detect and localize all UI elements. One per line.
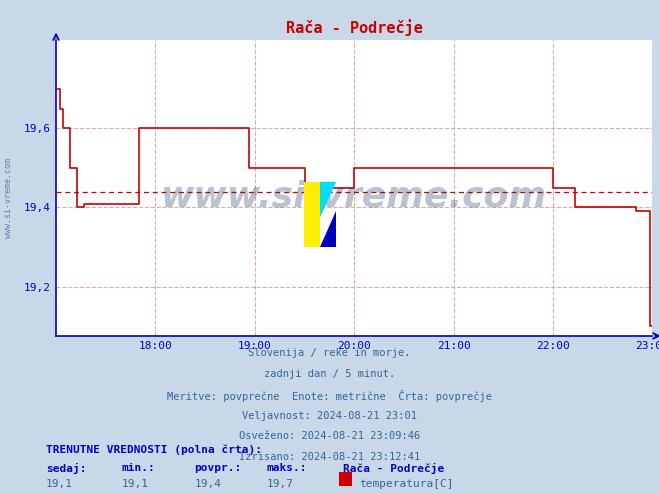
Polygon shape [320,182,336,218]
Text: TRENUTNE VREDNOSTI (polna črta):: TRENUTNE VREDNOSTI (polna črta): [46,445,262,455]
Text: Rača - Podrečje: Rača - Podrečje [343,463,444,474]
Text: 19,1: 19,1 [46,479,73,489]
Text: Veljavnost: 2024-08-21 23:01: Veljavnost: 2024-08-21 23:01 [242,411,417,420]
Title: Rača - Podrečje: Rača - Podrečje [286,19,422,36]
Text: povpr.:: povpr.: [194,463,242,473]
Text: Meritve: povprečne  Enote: metrične  Črta: povprečje: Meritve: povprečne Enote: metrične Črta:… [167,390,492,402]
Text: 19,4: 19,4 [194,479,221,489]
Text: www.si-vreme.com: www.si-vreme.com [161,180,547,213]
Text: Osveženo: 2024-08-21 23:09:46: Osveženo: 2024-08-21 23:09:46 [239,431,420,441]
Text: maks.:: maks.: [267,463,307,473]
Text: zadnji dan / 5 minut.: zadnji dan / 5 minut. [264,369,395,379]
Text: Slovenija / reke in morje.: Slovenija / reke in morje. [248,348,411,358]
Text: 19,7: 19,7 [267,479,294,489]
Polygon shape [320,211,336,247]
Text: min.:: min.: [122,463,156,473]
Text: Izrisano: 2024-08-21 23:12:41: Izrisano: 2024-08-21 23:12:41 [239,452,420,462]
Polygon shape [304,182,320,247]
Text: temperatura[C]: temperatura[C] [359,479,453,489]
Text: 19,1: 19,1 [122,479,149,489]
Text: www.si-vreme.com: www.si-vreme.com [4,158,13,238]
Text: sedaj:: sedaj: [46,463,86,474]
